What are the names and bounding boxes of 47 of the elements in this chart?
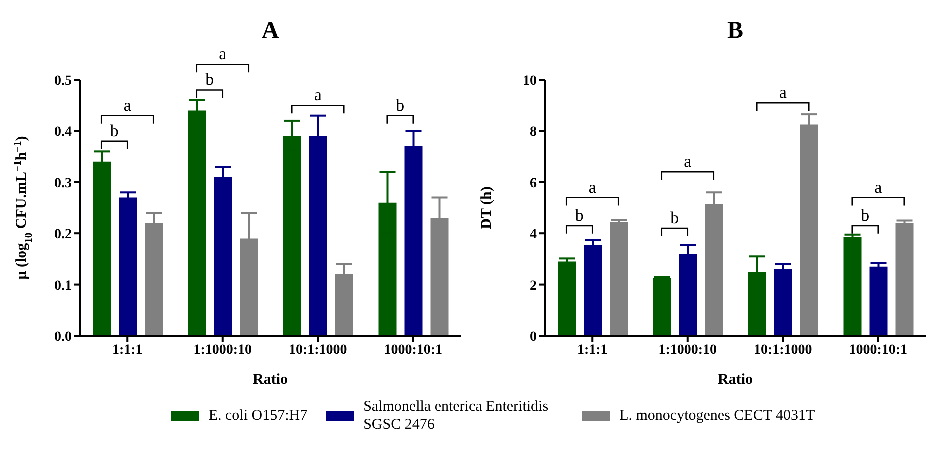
y-tick-label: 6 [530,176,537,192]
text: a [219,44,228,64]
y-tick-label: 0.3 [54,176,72,192]
annotation: b [670,208,680,228]
x-axis-title: Ratio [253,372,288,388]
legend-label: L. monocytogenes CECT 4031T [620,407,816,425]
bar [558,262,576,336]
y-tick-label: 0.2 [54,228,72,243]
annotation: a [588,178,597,197]
legend-label: E. coli O157:H7 [208,407,308,425]
chart-title: B [727,18,744,44]
y-tick-label: 0 [530,330,537,345]
y-tick-label: 0.1 [54,278,72,294]
annotation: a [684,152,692,172]
annotation: a [779,83,788,102]
x-tick-label: 1:1:1 [577,342,608,358]
y-tick-label: 8 [530,125,537,140]
bar [610,222,628,336]
x-tick-label: 1000:10:1 [849,342,908,358]
bar [653,278,672,336]
x-tick-label: 1:1000:10 [194,342,252,358]
legend-label: Salmonella enterica Enteritidis SGSC 2476 [364,398,550,434]
x-axis-title: Ratio [718,372,753,388]
annotation: b [396,96,405,115]
x-tick-label: 10:1:1000 [754,342,812,358]
annotation: b [575,206,584,225]
bar [896,223,914,336]
annotation: a [314,86,322,105]
bar [844,237,862,336]
y-tick-label: 4 [530,228,537,243]
y-axis-title: DT (h) [479,186,495,230]
chart-title: A [262,18,280,44]
y-tick-label: 10 [523,74,537,89]
bar [870,266,888,336]
x-tick-label: 10:1:1000 [288,342,348,358]
x-tick-label: 1000:10:1 [384,342,443,358]
annotation: a [124,96,132,115]
annotation: b [861,206,870,225]
y-tick-label: 2 [530,278,537,294]
annotation: b [110,121,119,140]
y-tick-label: 0.0 [54,330,72,345]
annotation: b [206,70,214,90]
y-tick-label: 0.4 [54,125,72,140]
annotation: a [874,178,883,197]
x-tick-label: 1:1000:10 [658,342,718,358]
x-tick-label: 1:1:1 [112,342,143,358]
y-tick-label: 0.5 [54,74,72,89]
